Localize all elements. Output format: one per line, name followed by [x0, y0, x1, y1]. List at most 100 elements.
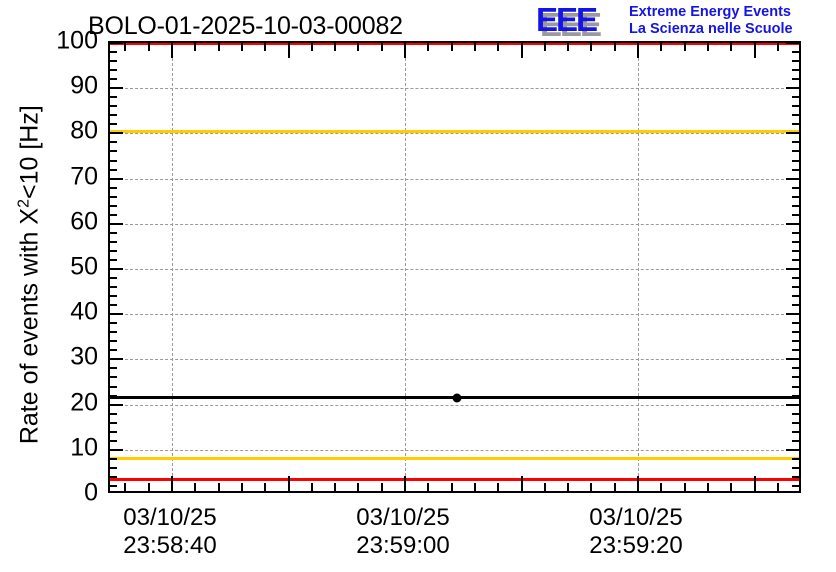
x-axis-tick: [473, 483, 476, 491]
eee-logo-line1: Extreme Energy Events: [629, 4, 791, 20]
y-axis-tick-right: [792, 96, 799, 99]
y-axis-tick-right: [792, 105, 799, 108]
x-tick-label-time: 23:59:00: [356, 532, 450, 559]
y-axis-tick: [110, 349, 117, 352]
y-axis-tick: [110, 195, 117, 198]
y-axis-tick: [110, 313, 123, 316]
y-axis-tick-right: [786, 222, 799, 225]
y-axis-title: Rate of events with X2<10 [Hz]: [15, 40, 44, 510]
x-axis-tick: [380, 483, 383, 491]
x-axis-tick-top: [380, 43, 383, 51]
y-axis-tick: [110, 123, 117, 126]
x-axis-tick: [427, 483, 430, 491]
gridline-horizontal: [110, 133, 799, 135]
x-axis-tick-top: [427, 43, 430, 51]
y-axis-tick: [110, 114, 117, 117]
gridline-horizontal: [110, 359, 799, 361]
y-axis-tick: [110, 78, 117, 81]
y-axis-tick: [110, 277, 117, 280]
x-axis-tick: [450, 483, 453, 491]
y-axis-tick: [110, 268, 123, 270]
x-axis-tick: [683, 483, 686, 491]
y-axis-tick: [110, 204, 117, 207]
y-axis-tick: [110, 376, 117, 379]
x-axis-tick-top: [264, 43, 267, 51]
y-axis-tick: [110, 249, 117, 252]
y-axis-tick-right: [786, 43, 799, 44]
x-axis-tick-top: [147, 43, 150, 51]
y-axis-tick-right: [792, 349, 799, 352]
y-axis-tick-right: [792, 168, 799, 171]
x-axis-tick: [217, 483, 220, 491]
y-axis-tick: [110, 141, 117, 144]
plot-area: [110, 43, 799, 491]
x-tick-label: 03/10/25 23:59:20: [589, 504, 682, 560]
x-axis-tick-top: [473, 43, 476, 51]
x-axis-tick: [730, 483, 733, 491]
x-axis-tick: [404, 476, 406, 491]
x-axis-tick: [124, 483, 127, 491]
x-axis-tick-top: [171, 43, 173, 58]
y-axis-tick: [110, 385, 117, 388]
y-axis-tick: [110, 132, 123, 135]
x-tick-label-time: 23:59:20: [589, 532, 683, 559]
x-axis-tick-top: [660, 43, 663, 51]
y-axis-title-exponent: 2: [15, 199, 33, 208]
y-axis-tick-right: [792, 213, 799, 216]
y-axis-tick: [110, 340, 117, 343]
x-axis-tick-top: [194, 43, 197, 51]
y-axis-tick-right: [792, 159, 799, 162]
x-axis-tick: [194, 483, 197, 491]
x-axis-tick-top: [567, 43, 570, 51]
y-axis-tick: [110, 466, 117, 469]
eee-logo-mark: EEE: [536, 1, 598, 38]
y-axis-tick-right: [792, 240, 799, 243]
x-axis-tick: [264, 483, 267, 491]
y-axis-tick-right: [792, 286, 799, 289]
y-axis-tick-right: [786, 403, 799, 406]
x-axis-tick-top: [613, 43, 616, 51]
x-axis-tick: [776, 483, 779, 491]
y-axis-tick: [110, 231, 117, 234]
x-tick-label-date: 03/10/25: [589, 504, 683, 531]
x-axis-tick: [310, 483, 313, 491]
y-axis-tick: [110, 403, 123, 406]
y-axis-tick-right: [792, 430, 799, 433]
y-axis-tick-right: [792, 367, 799, 370]
y-axis-tick-right: [792, 123, 799, 126]
y-axis-tick: [110, 394, 117, 397]
y-axis-tick-right: [792, 186, 799, 189]
y-axis-tick-right: [792, 475, 799, 478]
y-axis-tick: [110, 457, 117, 460]
y-axis-tick: [110, 87, 123, 90]
x-axis-tick: [287, 476, 290, 491]
y-axis-tick: [110, 421, 117, 424]
y-axis-tick-right: [786, 177, 799, 180]
y-axis-tick-right: [792, 277, 799, 280]
x-axis-tick: [147, 483, 150, 491]
y-axis-tick-right: [792, 421, 799, 424]
gridline-horizontal: [110, 404, 799, 406]
y-axis-tick: [110, 258, 117, 261]
y-axis-tick: [110, 240, 117, 243]
y-axis-tick-right: [792, 78, 799, 81]
y-axis-tick: [110, 484, 117, 487]
y-axis-tick-right: [792, 439, 799, 442]
y-axis-tick-right: [792, 195, 799, 198]
gridline-horizontal: [110, 88, 799, 90]
x-axis-tick-top: [124, 43, 127, 51]
y-axis-title-prefix: Rate of events with X: [15, 207, 44, 445]
x-axis-tick-top: [287, 43, 290, 58]
x-axis-tick-top: [310, 43, 313, 51]
y-axis-tick-right: [792, 385, 799, 388]
y-axis-tick: [110, 448, 123, 451]
y-axis-tick: [110, 96, 117, 99]
x-tick-label-date: 03/10/25: [356, 504, 450, 531]
y-axis-tick-right: [792, 258, 799, 261]
y-axis-tick-right: [786, 448, 799, 451]
x-axis-tick-top: [590, 43, 593, 51]
x-axis-tick-top: [637, 43, 639, 58]
x-axis-tick-top: [497, 43, 500, 51]
y-axis-tick-right: [786, 358, 799, 361]
